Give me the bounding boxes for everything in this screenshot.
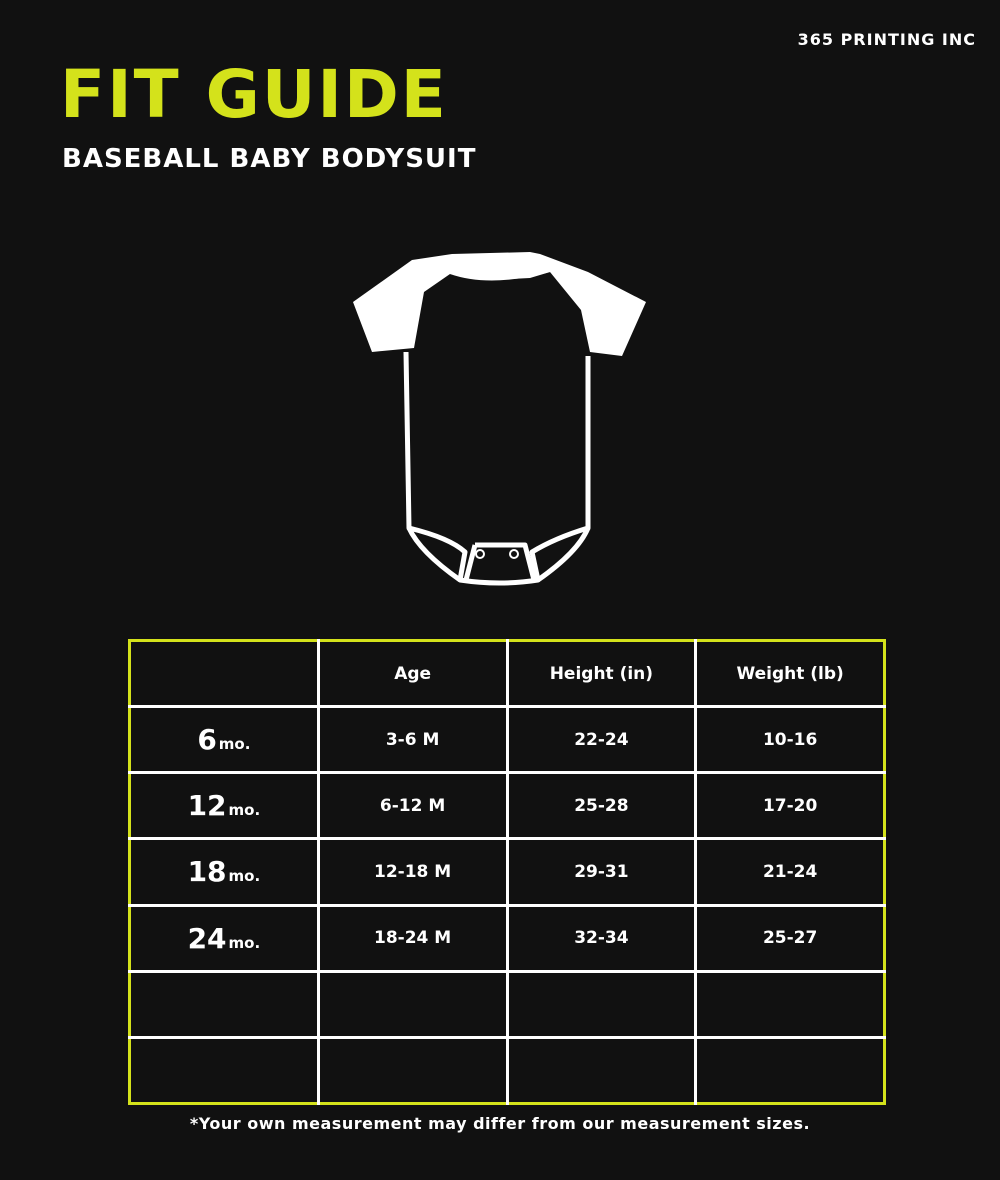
empty-cell — [316, 969, 509, 1039]
size-cell: 18 mo. — [129, 837, 320, 907]
size-value: 18 — [187, 855, 227, 889]
age-cell: 6-12 M — [316, 771, 509, 841]
size-value: 24 — [187, 921, 227, 955]
size-table: Age Height (in) Weight (lb) 6 mo. 3-6 M 2… — [128, 639, 886, 1105]
weight-cell: 25-27 — [694, 903, 885, 973]
page-subtitle: BASEBALL BABY BODYSUIT — [62, 144, 477, 174]
footnote: *Your own measurement may differ from ou… — [189, 1114, 811, 1133]
empty-cell — [694, 969, 885, 1039]
table-header-row: Age Height (in) Weight (lb) — [129, 640, 885, 709]
empty-cell — [129, 969, 320, 1039]
weight-cell: 17-20 — [694, 771, 885, 841]
size-unit: mo. — [218, 735, 251, 754]
size-unit: mo. — [228, 801, 261, 820]
empty-cell — [129, 1035, 320, 1104]
size-cell: 6 mo. — [129, 705, 320, 775]
table-row: 24 mo. 18-24 M 32-34 25-27 — [129, 903, 885, 973]
height-cell: 22-24 — [505, 705, 698, 775]
empty-cell — [505, 969, 698, 1039]
size-value: 6 — [197, 723, 217, 757]
weight-cell: 21-24 — [694, 837, 885, 907]
empty-row — [129, 969, 885, 1039]
height-cell: 29-31 — [505, 837, 698, 907]
snap-icon — [509, 549, 519, 559]
snap-icon — [475, 549, 485, 559]
table-row: 18 mo. 12-18 M 29-31 21-24 — [129, 837, 885, 907]
height-cell: 25-28 — [505, 771, 698, 841]
empty-cell — [694, 1035, 885, 1104]
height-cell: 32-34 — [505, 903, 698, 973]
header-cell-height: Height (in) — [505, 640, 698, 709]
size-cell: 24 mo. — [129, 903, 320, 973]
brand-name: 365 PRINTING INC — [797, 30, 976, 49]
page-title: FIT GUIDE — [60, 56, 448, 133]
size-unit: mo. — [228, 867, 261, 886]
header-cell — [129, 640, 320, 709]
age-cell: 3-6 M — [316, 705, 509, 775]
empty-row — [129, 1035, 885, 1104]
table-row: 6 mo. 3-6 M 22-24 10-16 — [129, 705, 885, 775]
size-value: 12 — [187, 789, 227, 823]
age-cell: 12-18 M — [316, 837, 509, 907]
empty-cell — [316, 1035, 509, 1104]
weight-cell: 10-16 — [694, 705, 885, 775]
header-cell-weight: Weight (lb) — [694, 640, 885, 709]
size-unit: mo. — [228, 933, 261, 952]
table-row: 12 mo. 6-12 M 25-28 17-20 — [129, 771, 885, 841]
header-cell-age: Age — [316, 640, 509, 709]
empty-cell — [505, 1035, 698, 1104]
age-cell: 18-24 M — [316, 903, 509, 973]
size-cell: 12 mo. — [129, 771, 320, 841]
bodysuit-illustration — [353, 252, 646, 586]
